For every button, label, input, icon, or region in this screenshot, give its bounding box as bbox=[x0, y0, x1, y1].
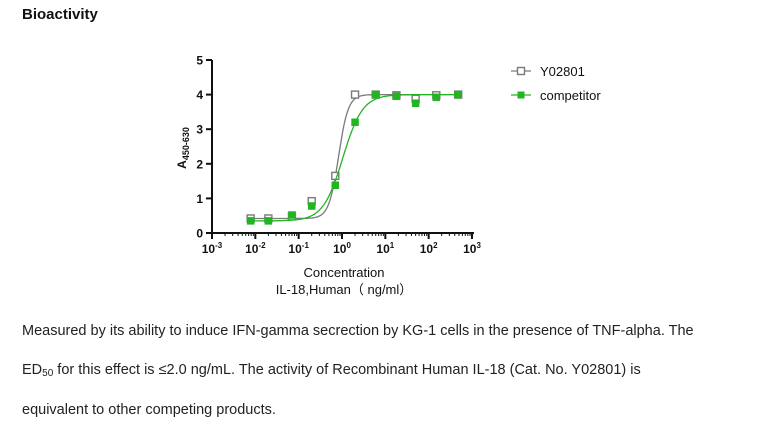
x-tick-label: 102 bbox=[420, 241, 438, 256]
y-tick-label: 0 bbox=[196, 227, 203, 241]
ed-subscript: 50 bbox=[42, 368, 54, 379]
data-point-series-2 bbox=[411, 99, 420, 107]
y-tick-label: 1 bbox=[196, 192, 203, 206]
legend-marker-1 bbox=[516, 66, 526, 76]
x-tick-label: 10-1 bbox=[288, 241, 309, 256]
legend-marker-2 bbox=[517, 91, 525, 99]
data-point-series-2 bbox=[432, 93, 441, 102]
x-tick-label: 101 bbox=[376, 241, 394, 256]
x-axis-subtitle: IL-18,Human（ ng/ml） bbox=[276, 282, 413, 297]
x-tick-label: 103 bbox=[463, 241, 481, 256]
data-point-series-2 bbox=[331, 181, 340, 190]
series-curve-1 bbox=[250, 93, 459, 220]
x-tick-label: 100 bbox=[333, 241, 351, 256]
data-point-series-2 bbox=[246, 217, 255, 225]
y-axis-title: A450-630 bbox=[175, 127, 191, 169]
description-line-2-text: for this effect is ≤2.0 ng/mL. The activ… bbox=[53, 362, 641, 378]
legend-label-1: Y02801 bbox=[540, 64, 585, 79]
description-line-2: ED50 for this effect is ≤2.0 ng/mL. The … bbox=[22, 362, 641, 379]
y-tick-label: 5 bbox=[196, 54, 203, 68]
data-point-series-2 bbox=[454, 90, 462, 99]
data-point-series-2 bbox=[351, 118, 359, 127]
data-point-series-2 bbox=[288, 211, 296, 219]
series-curve-2 bbox=[250, 93, 459, 222]
y-tick-label: 2 bbox=[196, 157, 203, 171]
description-line-1: Measured by its ability to induce IFN-ga… bbox=[22, 323, 694, 339]
chart-svg: 0 1 2 3 4 5 10-3 10-2 10-1 100 101 102 103 Concentrat… bbox=[175, 54, 601, 298]
description-line-3: equivalent to other competing products. bbox=[22, 402, 276, 418]
data-point-series-2 bbox=[264, 217, 273, 225]
ed-label: ED bbox=[22, 362, 43, 378]
section-heading: Bioactivity bbox=[22, 6, 98, 23]
x-tick-label: 10-2 bbox=[245, 241, 266, 256]
legend-label-2: competitor bbox=[540, 88, 601, 103]
x-tick-label: 10-3 bbox=[202, 241, 223, 256]
data-point-series-2 bbox=[307, 202, 316, 210]
x-axis-title: Concentration bbox=[304, 265, 385, 280]
data-point-series-1 bbox=[350, 90, 360, 99]
y-tick-label: 4 bbox=[196, 88, 203, 102]
bioactivity-chart: 0 1 2 3 4 5 10-3 10-2 10-1 100 101 102 103 Concentrat… bbox=[175, 54, 601, 298]
data-point-series-2 bbox=[371, 90, 380, 99]
y-tick-label: 3 bbox=[196, 123, 203, 137]
data-point-series-2 bbox=[392, 92, 401, 101]
